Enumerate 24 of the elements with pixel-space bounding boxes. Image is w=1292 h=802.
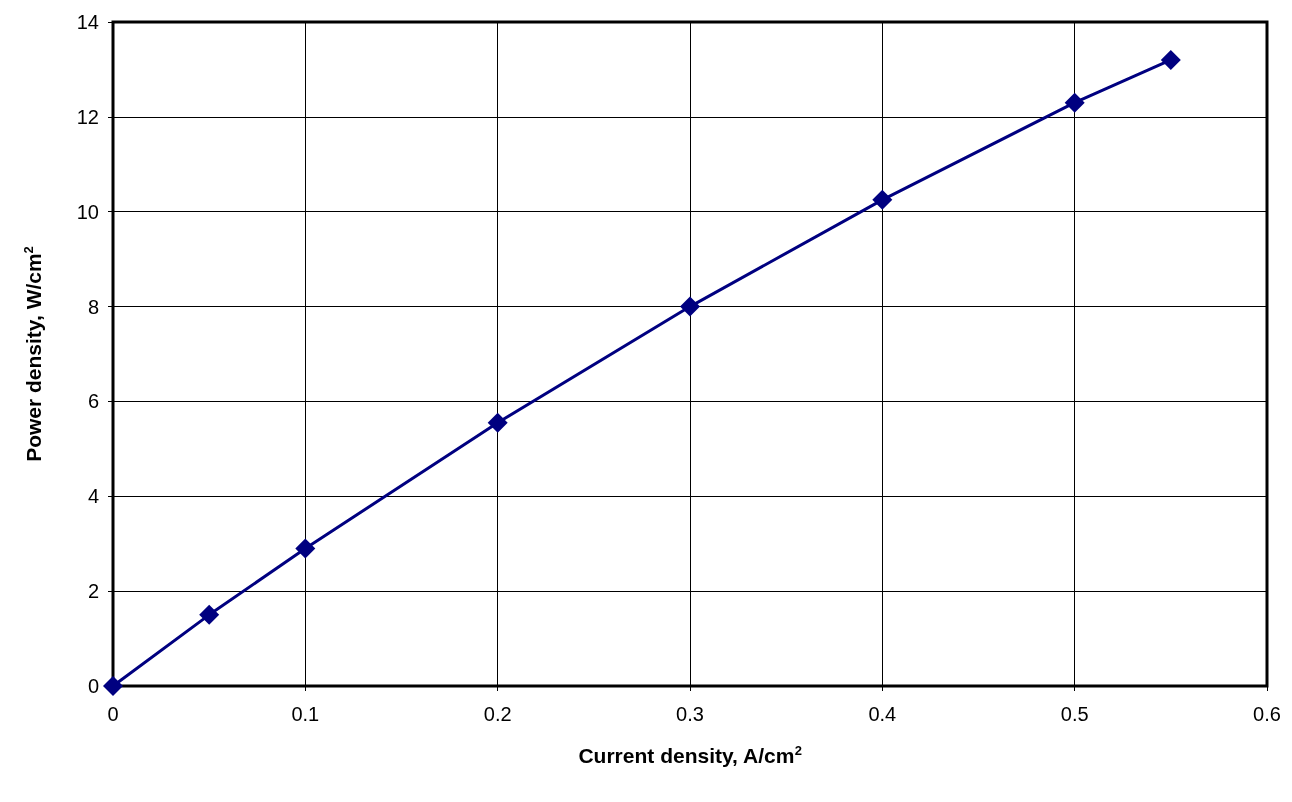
x-tick-label: 0.5 [1060,703,1089,725]
point [1160,49,1181,70]
y-tick-label: 12 [76,105,99,128]
point [680,296,700,317]
point [103,676,123,696]
point [487,412,508,433]
y-axis-title: Power density, W/cm2 [21,246,45,462]
y-tick-label: 14 [76,11,99,33]
x-tick-label: 0 [107,703,119,725]
x-tick-label: 0.4 [868,703,897,725]
point [872,189,893,210]
point [1064,92,1085,113]
y-tick-label: 2 [87,580,99,603]
point [295,538,316,559]
x-tick-label: 0.6 [1253,703,1281,725]
y-tick-label: 0 [87,675,99,697]
point [199,604,220,625]
y-tick-label: 4 [87,485,99,508]
y-tick-label: 8 [87,295,99,318]
y-tick-label: 10 [76,200,99,223]
x-tick-label: 0.3 [676,703,704,725]
y-tick-label: 6 [87,390,99,413]
x-tick-label: 0.1 [291,703,320,725]
x-tick-label: 0.2 [483,703,512,725]
